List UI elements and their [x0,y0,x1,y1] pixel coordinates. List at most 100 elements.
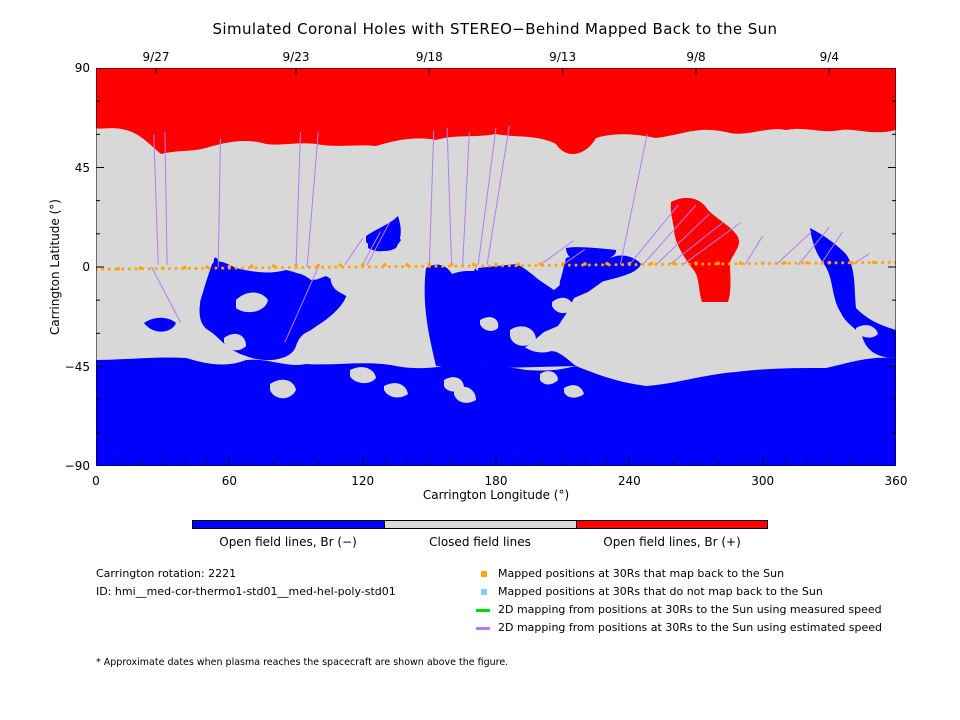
negative-hole-east-small [566,247,617,264]
x-tick-label: 0 [92,474,100,488]
mapped-position-point [181,266,185,270]
mapped-position-point [734,262,738,266]
x-tick-label: 60 [221,474,237,488]
footnote: * Approximate dates when plasma reaches … [96,657,509,668]
mapped-position-point [647,262,651,266]
estimated-speed-mapping-line [797,226,830,266]
mapped-position-point [347,265,351,269]
mapped-position-point [247,266,251,270]
estimated-speed-mapping-line [619,134,648,265]
legend-item: 2D mapping from positions at 30Rs to the… [476,621,882,634]
mapped-position-point [561,263,565,267]
mapped-position-point [281,266,285,270]
mapped-position-point [694,262,698,266]
x-axis-label: Carrington Longitude (°) [422,488,570,502]
top-date-label: 9/18 [415,50,443,64]
mapped-position-point [394,265,398,269]
carrington-rotation: Carrington rotation: 2221 [96,567,237,580]
mapped-position-point [747,262,751,266]
estimated-speed-mapping-line [628,204,679,266]
mapped-position-point [367,265,371,269]
mapped-position-point [527,263,531,267]
estimated-speed-mapping-line [366,222,390,266]
mapped-position-point [421,264,425,268]
mapped-position-point [841,261,845,265]
mapped-position-point [321,265,325,269]
mapped-position-point [383,262,387,267]
mapped-position-point [121,267,125,271]
mapped-position-point [161,267,165,271]
colorbar-segment [192,520,385,529]
mapped-position-point [507,264,511,268]
mapped-position-point [887,260,891,264]
y-axis-label: Carrington Latitude (°) [48,199,62,335]
mapped-position-point [547,263,551,267]
mapped-position-point [207,266,211,270]
mapped-position-point [761,261,765,265]
mapped-position-point [834,261,838,265]
mapped-position-point [554,263,558,267]
mapped-position-point [187,266,191,270]
mapped-position-point [194,266,198,270]
x-tick-label: 360 [884,474,908,488]
estimated-speed-mapping-line [153,134,159,265]
mapped-position-point [127,267,131,271]
legend-line-icon [476,609,490,612]
mapped-position-point [241,266,245,270]
mapped-position-point [654,262,658,266]
estimated-speed-mapping-line [295,132,301,268]
mapped-position-point [587,263,591,267]
legend-label: Mapped positions at 30Rs that do not map… [498,585,823,598]
top-date-label: 9/27 [142,50,170,64]
mapped-position-point [467,264,471,268]
north-polar-hole [96,68,896,155]
mapped-position-point [501,264,505,268]
chart-marks [96,68,896,466]
mapped-position-point [487,264,491,268]
legend-label: 2D mapping from positions at 30Rs to the… [498,603,882,616]
estimated-speed-mapping-line [344,237,364,266]
y-tick-label: −45 [64,359,90,374]
mapped-position-point [871,260,876,265]
mapped-position-point [594,263,598,267]
estimated-speed-mapping-line [562,248,586,266]
legend-item: 2D mapping from positions at 30Rs to the… [476,603,882,616]
mapped-position-point [701,262,705,266]
mapped-position-point [449,262,454,267]
legend-square-icon [481,571,487,577]
closed-island-7 [540,371,558,385]
negative-hole-small-1 [144,317,176,332]
legend-line-icon [476,627,490,630]
mapped-position-point [474,264,478,268]
mapped-position-point [721,262,725,266]
legend-item: Mapped positions at 30Rs that map back t… [481,567,785,580]
mapped-position-point [101,267,105,271]
mapped-position-point [201,266,205,270]
mapped-position-point [667,262,671,266]
x-tick-label: 120 [351,474,375,488]
mapped-position-point [494,264,498,268]
closed-island-9 [330,265,384,301]
mapped-position-point [249,264,254,268]
legend-label: Mapped positions at 30Rs that map back t… [498,567,785,580]
model-id: ID: hmi__med-cor-thermo1-std01__med-hel-… [96,585,396,598]
mapped-position-point [607,263,611,267]
mapped-position-point [807,261,811,265]
mapped-position-point [374,265,378,269]
mapped-position-point [767,261,771,265]
mapped-position-point [154,267,158,271]
estimated-speed-mapping-line [477,127,497,265]
mapped-position-point [227,266,231,270]
mapped-position-point [627,263,631,267]
mapped-position-point [471,262,476,267]
mapped-position-point [867,261,871,265]
y-tick-label: 0 [82,260,90,274]
mapped-position-point [481,264,485,268]
estimated-speed-mapping-line [446,127,453,265]
mapped-position-point [447,264,451,268]
mapped-position-point [294,265,298,269]
mapped-position-point [271,264,276,268]
mapped-position-point [681,262,685,266]
estimated-speed-mapping-line [428,129,435,265]
top-date-label: 9/4 [819,50,839,64]
